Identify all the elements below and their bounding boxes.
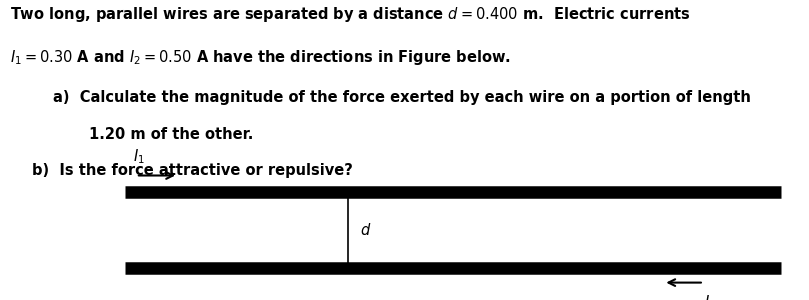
Text: $I_1 = 0.30$ A and $I_2 = 0.50$ A have the directions in Figure below.: $I_1 = 0.30$ A and $I_2 = 0.50$ A have t… (10, 48, 510, 67)
Text: 1.20 m of the other.: 1.20 m of the other. (89, 127, 253, 142)
Text: $I_1$: $I_1$ (133, 147, 146, 166)
Text: Two long, parallel wires are separated by a distance $d = 0.400$ m.  Electric cu: Two long, parallel wires are separated b… (10, 4, 690, 23)
Text: $I_2$: $I_2$ (704, 293, 715, 300)
Text: $d$: $d$ (360, 222, 371, 238)
Text: b)  Is the force attractive or repulsive?: b) Is the force attractive or repulsive? (32, 164, 354, 178)
Text: a)  Calculate the magnitude of the force exerted by each wire on a portion of le: a) Calculate the magnitude of the force … (53, 90, 751, 105)
